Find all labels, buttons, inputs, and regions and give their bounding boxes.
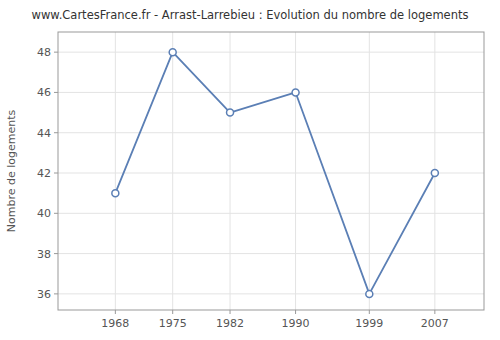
- tick-mark: [54, 173, 58, 174]
- tick-mark: [54, 92, 58, 93]
- point: [431, 170, 438, 177]
- grid-line: [58, 132, 484, 133]
- tick-label: 1982: [216, 317, 244, 330]
- tick-label: 1999: [355, 317, 383, 330]
- tick-label: 36: [37, 288, 51, 301]
- grid-line: [115, 32, 116, 310]
- point: [112, 190, 119, 197]
- tick-mark: [54, 253, 58, 254]
- tick-mark: [369, 310, 370, 314]
- grid-line: [58, 92, 484, 93]
- grid-line: [230, 32, 231, 310]
- tick-mark: [115, 310, 116, 314]
- line: [115, 52, 435, 294]
- axes: 36 38 40 42 44 46 48 1968 1975 1982 1990 1999 2007: [37, 46, 449, 330]
- tick-label: 2007: [421, 317, 449, 330]
- grid-line: [58, 253, 484, 254]
- tick-label: 46: [37, 86, 51, 99]
- point: [227, 109, 234, 116]
- grid-line: [58, 52, 484, 53]
- tick-mark: [172, 310, 173, 314]
- series: [112, 49, 439, 298]
- plot-area: [58, 32, 484, 310]
- title: www.CartesFrance.fr - Arrast-Larrebieu :…: [32, 8, 469, 22]
- grid-line: [58, 173, 484, 174]
- point: [366, 290, 373, 297]
- tick-mark: [295, 310, 296, 314]
- tick-label: 48: [37, 46, 51, 59]
- tick-label: 1990: [282, 317, 310, 330]
- tick-label: 44: [37, 127, 51, 140]
- tick-label: 1968: [101, 317, 129, 330]
- axis-label: Nombre de logements: [5, 109, 18, 232]
- tick-mark: [230, 310, 231, 314]
- grid-line: [58, 293, 484, 294]
- point: [169, 49, 176, 56]
- point: [292, 89, 299, 96]
- tick-mark: [54, 52, 58, 53]
- tick-mark: [54, 213, 58, 214]
- tick-mark: [54, 293, 58, 294]
- grid-line: [369, 32, 370, 310]
- grid-line: [58, 213, 484, 214]
- grid-line: [295, 32, 296, 310]
- plot-frame: [58, 32, 484, 310]
- grid: [58, 32, 484, 310]
- tick-label: 1975: [159, 317, 187, 330]
- chart: 36 38 40 42 44 46 48 1968 1975 1982 1990 1999 2007 ww…: [0, 0, 500, 340]
- grid-line: [172, 32, 173, 310]
- tick-mark: [54, 132, 58, 133]
- tick-label: 40: [37, 207, 51, 220]
- tick-mark: [434, 310, 435, 314]
- tick-label: 42: [37, 167, 51, 180]
- tick-label: 38: [37, 248, 51, 261]
